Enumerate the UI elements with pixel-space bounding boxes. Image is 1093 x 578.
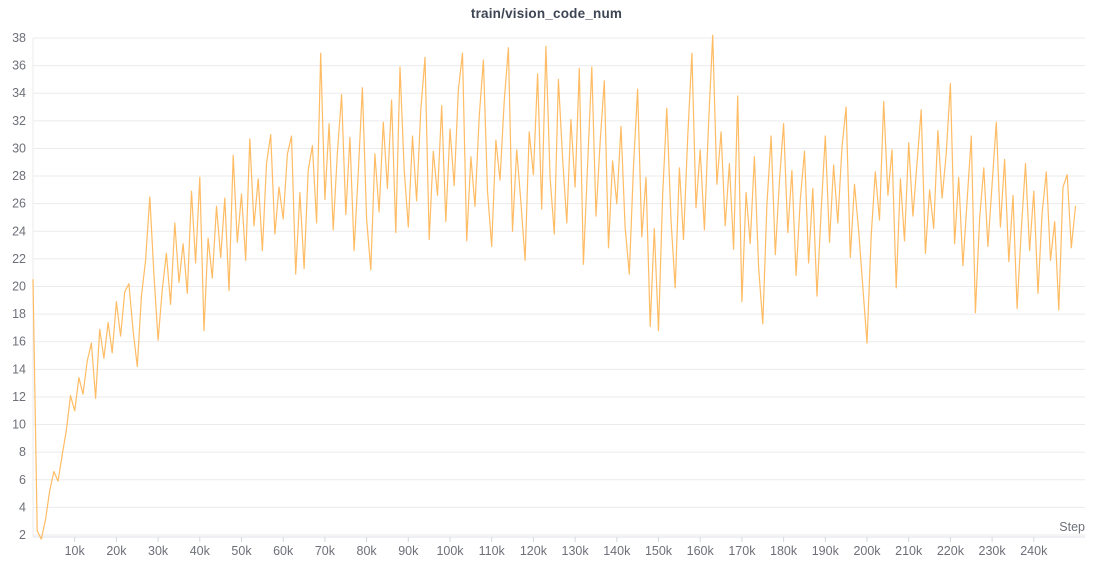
x-tick-label: 130k (562, 544, 590, 558)
x-tick-label: 230k (979, 544, 1007, 558)
x-tick-label: 150k (645, 544, 673, 558)
x-tick-label: 20k (106, 544, 127, 558)
x-tick-label: 10k (65, 544, 86, 558)
y-tick-label: 14 (12, 362, 26, 376)
y-tick-label: 4 (19, 500, 26, 514)
x-tick-label: 70k (315, 544, 336, 558)
x-tick-label: 170k (728, 544, 756, 558)
x-tick-label: 220k (937, 544, 965, 558)
y-tick-label: 36 (12, 59, 26, 73)
x-tick-label: 160k (687, 544, 715, 558)
x-tick-label: 60k (273, 544, 294, 558)
y-tick-label: 10 (12, 418, 26, 432)
y-tick-label: 22 (12, 252, 26, 266)
x-tick-label: 190k (812, 544, 840, 558)
y-tick-label: 38 (12, 31, 26, 45)
y-tick-label: 28 (12, 169, 26, 183)
x-tick-label: 90k (398, 544, 419, 558)
x-tick-label: 30k (148, 544, 169, 558)
x-tick-label: 80k (357, 544, 378, 558)
y-tick-label: 24 (12, 224, 26, 238)
y-tick-label: 26 (12, 197, 26, 211)
y-tick-label: 2 (19, 528, 26, 542)
x-tick-label: 110k (479, 544, 506, 558)
x-tick-label: 120k (520, 544, 548, 558)
y-tick-label: 34 (12, 86, 26, 100)
x-tick-label: 50k (231, 544, 252, 558)
y-tick-label: 18 (12, 307, 26, 321)
x-tick-label: 180k (770, 544, 798, 558)
x-axis-name-label: Step (1059, 520, 1085, 534)
y-tick-label: 12 (12, 390, 26, 404)
y-tick-label: 32 (12, 114, 26, 128)
y-tick-label: 20 (12, 280, 26, 294)
y-tick-label: 8 (19, 445, 26, 459)
y-tick-label: 16 (12, 335, 26, 349)
x-tick-label: 210k (895, 544, 923, 558)
chart-title: train/vision_code_num (470, 6, 623, 21)
x-tick-label: 100k (436, 544, 464, 558)
y-tick-label: 6 (19, 473, 26, 487)
x-tick-label: 140k (603, 544, 631, 558)
x-tick-label: 240k (1020, 544, 1048, 558)
x-tick-label: 40k (190, 544, 211, 558)
x-tick-label: 200k (853, 544, 881, 558)
y-tick-label: 30 (12, 141, 26, 155)
series-line[interactable] (32, 34, 1077, 540)
